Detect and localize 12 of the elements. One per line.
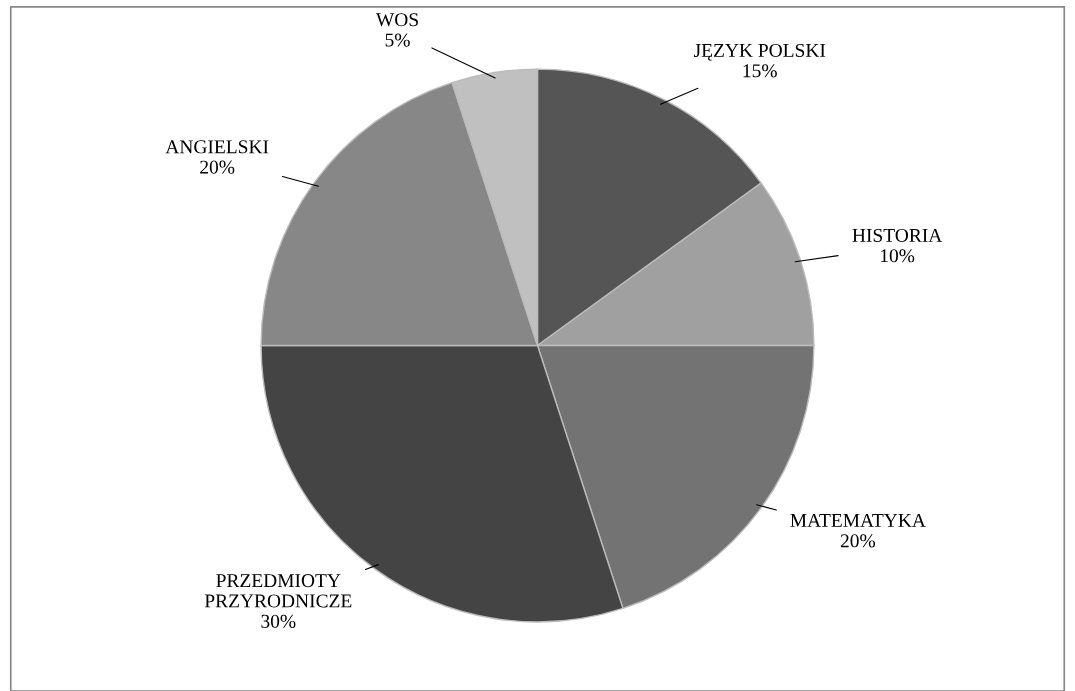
data-label: 20% (840, 534, 876, 548)
data-label: 30% (261, 614, 296, 628)
slice-label: HISTORIA (852, 228, 943, 242)
data-label: 5% (385, 33, 410, 47)
slice-label: ANGIELSKI (165, 140, 269, 154)
slice-label: JĘZYK POLSKI (693, 43, 826, 61)
slice-label: WOS (375, 13, 418, 27)
data-label: 10% (881, 249, 915, 263)
data-label: 15% (743, 64, 777, 78)
slice-label: MATEMATYKA (790, 514, 926, 527)
data-label: 20% (200, 160, 235, 174)
slice-label: PRZEDMIOTY PRZYRODNICZE (204, 574, 352, 608)
